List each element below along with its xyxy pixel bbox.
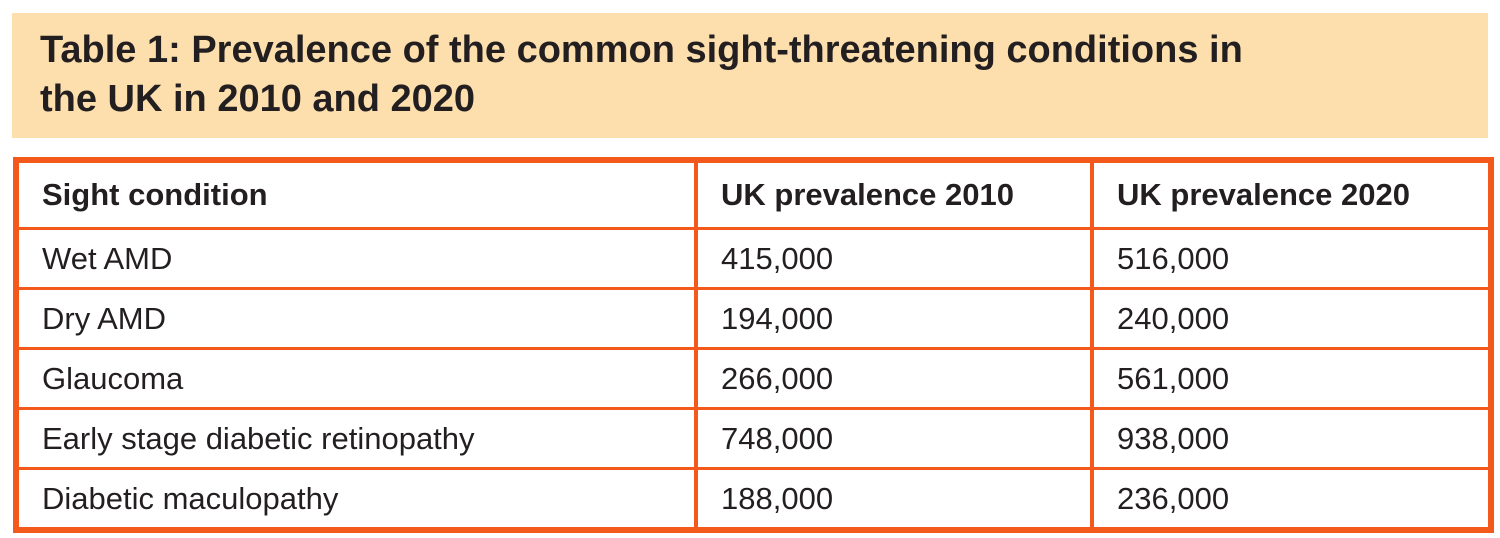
prevalence-table: Sight condition UK prevalence 2010 UK pr… [13,157,1494,533]
cell-prevalence-2010: 266,000 [694,347,1094,410]
table-row-wet-amd: Wet AMD 415,000 516,000 [14,227,1493,290]
cell-prevalence-2020: 938,000 [1090,407,1493,470]
cell-prevalence-2010: 188,000 [694,467,1094,532]
column-header-sight-condition: Sight condition [14,158,698,230]
table-row-glaucoma: Glaucoma 266,000 561,000 [14,347,1493,410]
table-row-early-stage-diabetic-retinopathy: Early stage diabetic retinopathy 748,000… [14,407,1493,470]
cell-prevalence-2010: 415,000 [694,227,1094,290]
table-title-banner: Table 1: Prevalence of the common sight-… [12,13,1488,138]
column-header-uk-prevalence-2010: UK prevalence 2010 [694,158,1094,230]
cell-prevalence-2010: 748,000 [694,407,1094,470]
cell-prevalence-2020: 236,000 [1090,467,1493,532]
cell-condition: Early stage diabetic retinopathy [14,407,698,470]
table-row-dry-amd: Dry AMD 194,000 240,000 [14,287,1493,350]
table-row-diabetic-maculopathy: Diabetic maculopathy 188,000 236,000 [14,467,1493,532]
cell-prevalence-2020: 240,000 [1090,287,1493,350]
column-header-uk-prevalence-2020: UK prevalence 2020 [1090,158,1493,230]
table-title-line-2: the UK in 2010 and 2020 [40,78,476,120]
cell-prevalence-2010: 194,000 [694,287,1094,350]
table-title-line-1: Table 1: Prevalence of the common sight-… [40,29,1243,71]
table-header-row: Sight condition UK prevalence 2010 UK pr… [14,158,1493,230]
cell-prevalence-2020: 516,000 [1090,227,1493,290]
cell-condition: Glaucoma [14,347,698,410]
cell-prevalence-2020: 561,000 [1090,347,1493,410]
cell-condition: Dry AMD [14,287,698,350]
cell-condition: Diabetic maculopathy [14,467,698,532]
cell-condition: Wet AMD [14,227,698,290]
